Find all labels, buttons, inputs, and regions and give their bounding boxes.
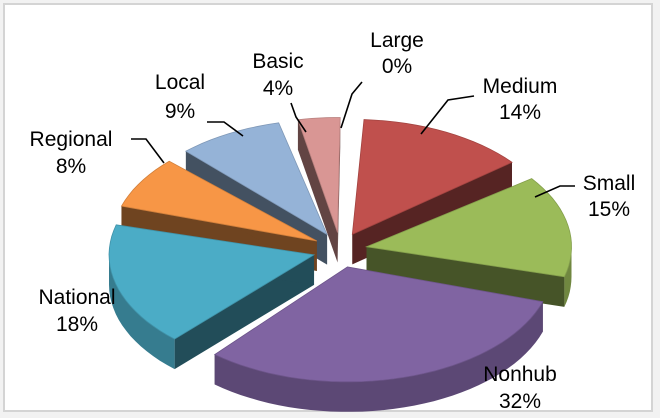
- leader-line-regional: [131, 138, 165, 164]
- label-small-name: Small: [583, 172, 636, 195]
- slice-nonhub-rim: [214, 301, 543, 412]
- pie-slices: [108, 117, 572, 412]
- slice-small-top: [365, 178, 572, 278]
- leader-line-basic: [290, 102, 307, 133]
- slice-national-rim: [109, 254, 175, 370]
- leader-line-small: [534, 185, 575, 198]
- slice-local-top: [184, 122, 328, 236]
- leader-line-local: [207, 121, 244, 137]
- label-nonhub-value: 32%: [499, 390, 541, 413]
- slice-basic: [297, 117, 341, 263]
- label-medium-name: Medium: [483, 75, 558, 98]
- label-basic-value: 4%: [263, 77, 293, 100]
- slice-small-rim: [564, 246, 572, 307]
- slice-basic-wall-start: [297, 119, 338, 263]
- label-basic-name: Basic: [252, 50, 303, 73]
- slice-basic-top: [297, 117, 341, 233]
- leader-line-medium: [420, 95, 475, 135]
- label-small-value: 15%: [588, 198, 630, 221]
- label-local-value: 9%: [165, 100, 195, 123]
- leader-lines: [131, 81, 575, 198]
- label-national-value: 18%: [56, 313, 98, 336]
- label-large-value: 0%: [382, 55, 412, 78]
- label-regional-value: 8%: [56, 155, 86, 178]
- slice-national-wall-start: [174, 254, 315, 370]
- slice-national: [108, 224, 316, 370]
- label-local-name: Local: [155, 71, 205, 94]
- slice-nonhub: [213, 266, 544, 412]
- label-medium-value: 14%: [499, 101, 541, 124]
- label-nonhub-name: Nonhub: [483, 363, 557, 386]
- slice-regional-top: [120, 160, 317, 242]
- slice-nonhub-top: [213, 266, 544, 383]
- leader-line-large: [340, 81, 363, 129]
- slice-medium-top: [351, 119, 513, 236]
- label-regional-name: Regional: [30, 128, 113, 151]
- slice-national-top: [108, 224, 316, 340]
- slice-small: [365, 178, 572, 307]
- label-large-name: Large: [370, 29, 424, 52]
- slice-small-wall-end: [366, 246, 565, 307]
- label-national-name: National: [38, 286, 115, 309]
